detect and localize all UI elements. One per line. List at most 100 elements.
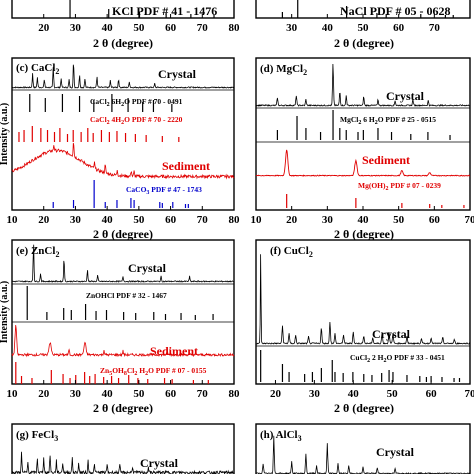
panel-c-ref1-bars [29,94,173,112]
x-tick-label: 20 [286,214,298,226]
x-tick-label: 20 [38,22,50,34]
panel-g: (g) FeCl3 Crystal [11,423,235,474]
x-tick-label: 20 [38,214,50,226]
panel-f: (f) CuCl2 Crystal CuCl2 2 H2O PDF # 33 -… [255,239,474,415]
x-tick-label: 70 [429,22,441,34]
x-tick-label: 10 [7,388,19,400]
x-tick-label: 40 [322,22,334,34]
panel-e-sediment-label: Sediment [150,344,198,358]
x-tick-label: 60 [393,22,405,34]
panel-e-ref1-label: ZnOHCl PDF # 32 - 1467 [86,291,167,300]
x-tick-label: 50 [133,22,145,34]
x-tick-label: 50 [358,22,370,34]
panel-a-x-ticks: 20 30 40 50 60 70 80 [38,14,240,34]
x-tick-label: 40 [102,22,114,34]
panel-c-ref2-label: CaCl2 4H2O PDF # 70 - 2220 [90,115,183,126]
panel-f-ref1-label: CuCl2 2 H2O PDF # 33 - 0451 [350,353,445,364]
panel-b-ref-bars [281,0,454,18]
x-tick-label: 40 [102,388,114,400]
panel-d-ref2-label: Mg(OH)2 PDF # 07 - 0239 [358,181,441,192]
panel-f-crystal-pattern [256,254,471,345]
panel-d-x-ticks: 10 20 30 40 50 60 70 [251,206,474,226]
x-tick-label: 50 [393,214,405,226]
x-tick-label: 30 [70,214,82,226]
panel-c-sediment-label: Sediment [162,159,210,173]
x-tick-label: 10 [251,214,263,226]
panel-f-crystal-label: Crystal [372,327,411,341]
panel-b-x-ticks: 30 40 50 60 70 [286,14,440,34]
panel-c-crystal-label: Crystal [158,67,197,81]
panel-a-ref-bars [69,0,215,18]
panel-d-title: (d) MgCl2 [260,63,307,77]
x-tick-label: 80 [229,22,241,34]
x-tick-label: 30 [309,388,321,400]
panel-f-xlabel: 2 θ (degree) [334,401,394,415]
panel-f-ref1-bars [260,350,461,382]
panel-f-title: (f) CuCl2 [270,245,313,259]
panel-f-x-ticks: 20 30 40 50 60 70 [270,380,474,400]
panel-g-frame [11,423,235,474]
panel-e-ref2-bars [15,362,209,384]
panel-f-frame [255,239,471,385]
x-tick-label: 60 [165,388,177,400]
panel-d-sediment-pattern [255,149,471,177]
panel-h: (h) AlCl3 Crystal [255,423,471,474]
x-tick-label: 80 [229,214,241,226]
panel-c-ylabel: Intensity (a.u.) [0,103,10,166]
panel-c-ref2-bars [18,126,180,142]
panel-c-ref1-label: CaCl2 6H2O PDF # 70 - 0491 [90,97,183,108]
panel-c-title: (c) CaCl2 [16,62,59,76]
panel-d-sediment-label: Sediment [362,153,410,167]
panel-e-crystal-label: Crystal [128,261,167,275]
panel-h-crystal-pattern [255,435,471,474]
panel-c-xlabel: 2 θ (degree) [93,227,153,241]
panel-e-ylabel: Intensity (a.u.) [0,281,10,344]
panel-d-crystal-pattern [255,63,471,107]
x-tick-label: 70 [197,22,209,34]
panel-a: KCl PDF # 41 - 1476 20 30 40 50 60 70 80 2 θ (… [11,0,240,50]
x-tick-label: 40 [102,214,114,226]
x-tick-label: 80 [229,388,241,400]
panel-c-ref3-label: CaCO3 PDF # 47 - 1743 [126,185,202,196]
x-tick-label: 50 [387,388,399,400]
x-tick-label: 60 [165,22,177,34]
panel-d-ref1-bars [276,110,451,140]
panel-b: NaCl PDF # 05 - 0628 30 40 50 60 70 2 θ (deg… [255,0,471,50]
x-tick-label: 20 [38,388,50,400]
x-tick-label: 30 [286,22,298,34]
panel-d: (d) MgCl2 Crystal MgCl2 6 H2O PDF # 25 -… [251,57,474,241]
panel-a-xlabel: 2 θ (degree) [93,36,153,50]
panel-e-sediment-pattern [11,324,235,358]
panel-e-xlabel: 2 θ (degree) [93,401,153,415]
x-tick-label: 40 [348,388,360,400]
panel-c-x-ticks: 10 20 30 40 50 60 70 80 [7,206,241,226]
x-tick-label: 60 [426,388,438,400]
panel-c-ref3-bars [52,180,189,208]
panel-b-ref-label: NaCl PDF # 05 - 0628 [340,4,451,18]
panel-c-crystal-pattern [11,64,235,89]
x-tick-label: 70 [465,214,474,226]
panel-e-x-ticks: 10 20 30 40 50 60 70 80 [7,380,241,400]
panel-e-frame [11,239,235,385]
x-tick-label: 10 [7,214,19,226]
x-tick-label: 70 [465,388,474,400]
panel-c-sediment-pattern [11,142,235,180]
panel-h-frame [255,423,471,474]
panel-d-ref2-bars [286,194,465,208]
panel-d-ref1-label: MgCl2 6 H2O PDF # 25 - 0515 [340,115,436,126]
panel-c: (c) CaCl2 Crystal CaCl2 6H2O PDF # 70 - … [0,57,241,241]
panel-d-crystal-label: Crystal [386,89,425,103]
x-tick-label: 40 [358,214,370,226]
panel-e-ref1-bars [26,286,214,320]
panel-e-title: (e) ZnCl2 [16,245,59,259]
x-tick-label: 50 [133,214,145,226]
panel-b-xlabel: 2 θ (degree) [334,36,394,50]
x-tick-label: 70 [197,388,209,400]
panel-g-crystal-pattern [11,451,235,474]
panel-h-crystal-label: Crystal [376,445,415,459]
panel-a-frame [11,0,235,19]
panel-e: (e) ZnCl2 Crystal ZnOHCl PDF # 32 - 1467… [0,239,241,415]
panel-e-crystal-pattern [11,244,235,283]
x-tick-label: 30 [322,214,334,226]
